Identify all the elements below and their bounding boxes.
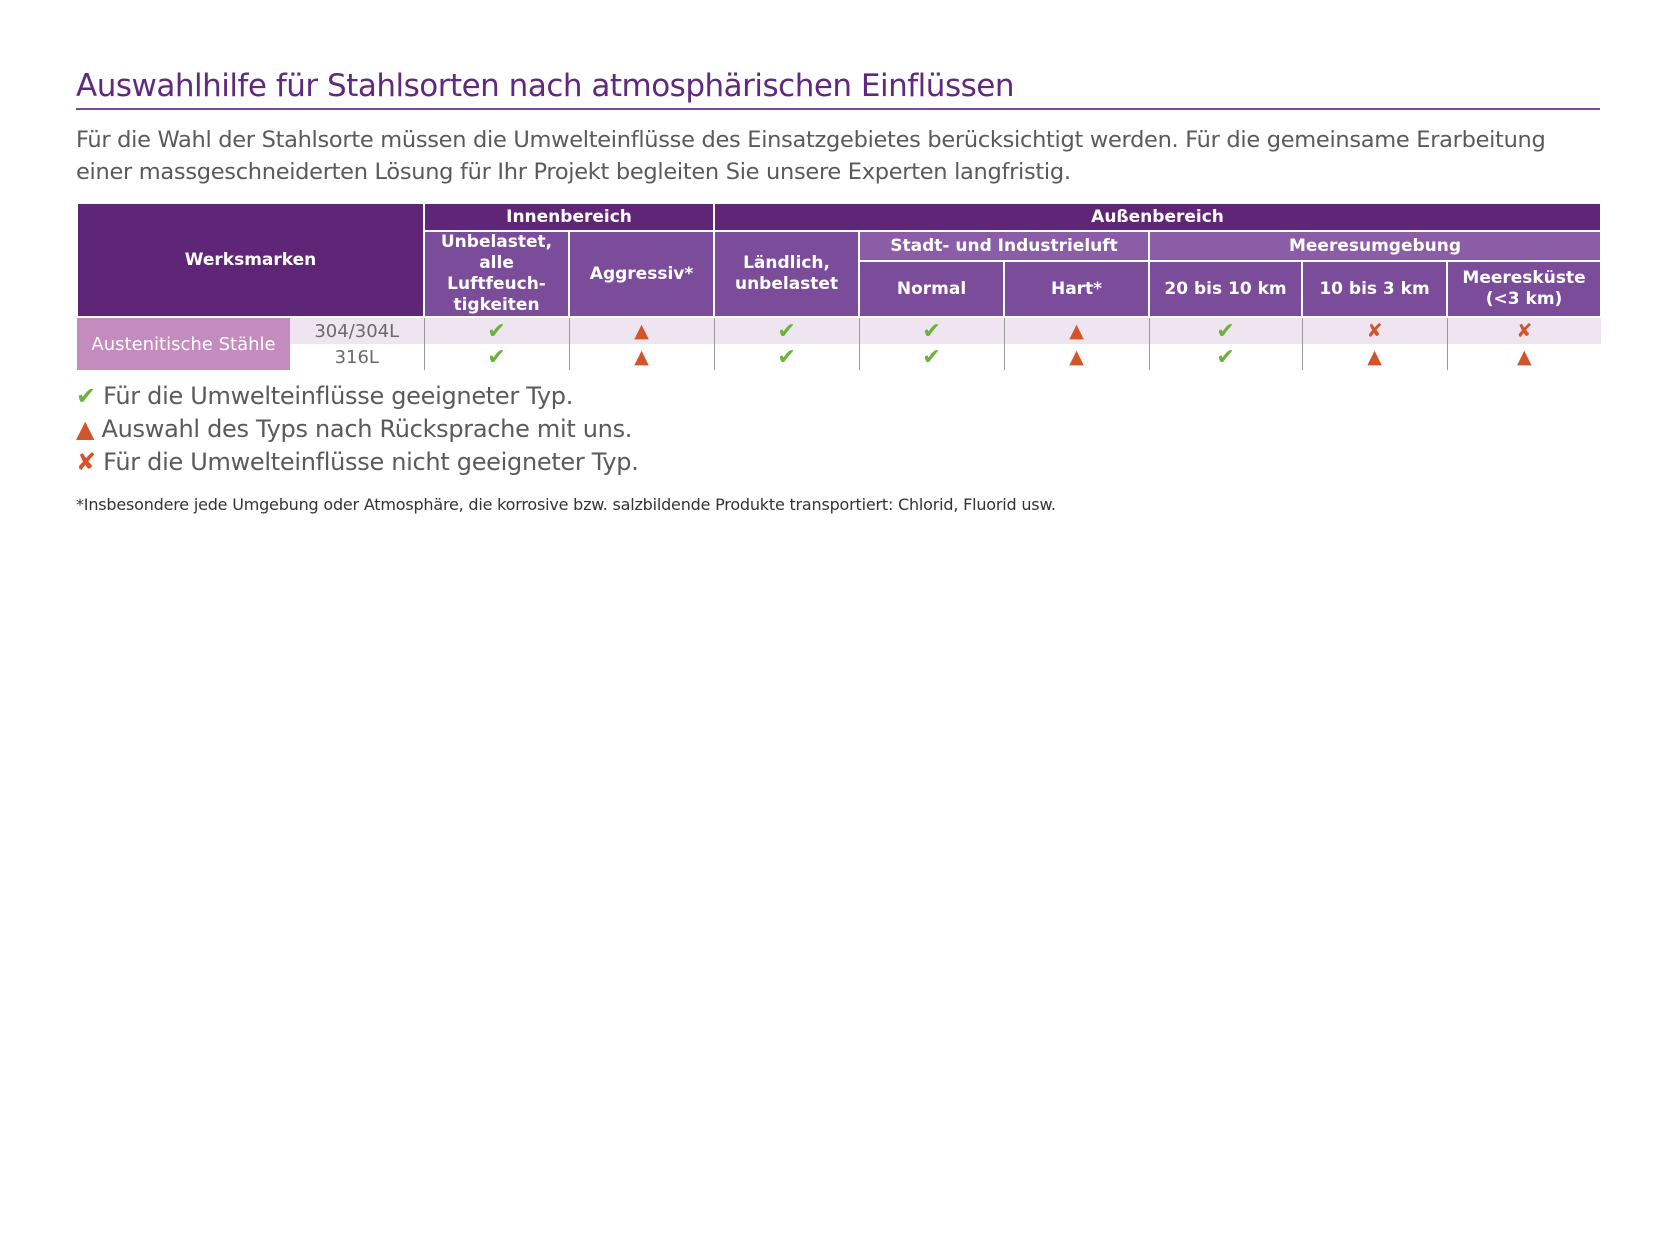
rating-cell: ▲ — [568, 344, 715, 370]
page-title: Auswahlhilfe für Stahlsorten nach atmosp… — [76, 66, 1600, 110]
header-stadt-industrieluft: Stadt- und Industrieluft — [858, 229, 1151, 263]
steel-selection-table: Werksmarken Innenbereich Außenbereich Un… — [75, 202, 1603, 370]
rating-cell: ✘ — [1301, 317, 1448, 344]
rating-cell: ▲ — [568, 317, 715, 344]
rating-cell: ✔ — [1148, 344, 1303, 370]
triangle-icon: ▲ — [1069, 320, 1084, 342]
header-meeresumgebung: Meeresumgebung — [1148, 229, 1603, 263]
rating-cell: ✔ — [423, 344, 570, 370]
legend-label: Auswahl des Typs nach Rücksprache mit un… — [101, 415, 633, 443]
rating-cell: ✘ — [1446, 317, 1602, 344]
legend-item-suitable: ✔ Für die Umwelteinflüsse geeigneter Typ… — [76, 380, 1600, 413]
rating-cell: ✔ — [713, 317, 860, 344]
legend: ✔ Für die Umwelteinflüsse geeigneter Typ… — [76, 380, 1600, 479]
check-icon: ✔ — [1216, 344, 1235, 370]
legend-item-unsuitable: ✘ Für die Umwelteinflüsse nicht geeignet… — [76, 446, 1600, 479]
legend-label: Für die Umwelteinflüsse nicht geeigneter… — [103, 448, 639, 476]
triangle-icon: ▲ — [76, 415, 95, 443]
check-icon: ✔ — [922, 344, 941, 370]
check-icon: ✔ — [487, 318, 506, 344]
triangle-icon: ▲ — [1367, 346, 1382, 368]
rating-cell: ▲ — [1003, 344, 1150, 370]
check-icon: ✔ — [777, 344, 796, 370]
rating-cell: ✔ — [858, 317, 1005, 344]
document-page: Auswahlhilfe für Stahlsorten nach atmosp… — [75, 66, 1603, 514]
check-icon: ✔ — [777, 318, 796, 344]
check-icon: ✔ — [487, 344, 506, 370]
legend-label: Für die Umwelteinflüsse geeigneter Typ. — [103, 382, 574, 410]
header-hart: Hart* — [1003, 260, 1151, 318]
header-20-bis-10-km: 20 bis 10 km — [1148, 260, 1304, 318]
triangle-icon: ▲ — [1069, 346, 1084, 368]
triangle-icon: ▲ — [634, 320, 649, 342]
header-innenbereich: Innenbereich — [423, 202, 716, 232]
header-laendlich: Ländlich, unbelastet — [713, 230, 861, 318]
rating-cell: ✔ — [713, 344, 860, 370]
footnote: *Insbesondere jede Umgebung oder Atmosph… — [76, 495, 1056, 514]
rating-cell: ✔ — [858, 344, 1005, 370]
check-icon: ✔ — [922, 318, 941, 344]
header-meereskueste: Meeresküste (<3 km) — [1446, 260, 1603, 318]
header-normal: Normal — [858, 260, 1006, 318]
intro-text: Für die Wahl der Stahlsorte müssen die U… — [76, 127, 1546, 185]
steel-grade: 316L — [290, 344, 425, 370]
triangle-icon: ▲ — [634, 346, 649, 368]
rating-cell: ▲ — [1301, 344, 1448, 370]
table-row: 316L ✔ ▲ ✔ ✔ ▲ ✔ ▲ ▲ — [77, 344, 1602, 370]
check-icon: ✔ — [76, 382, 96, 410]
steel-group-label: Austenitische Stähle — [77, 317, 290, 370]
check-icon: ✔ — [1216, 318, 1235, 344]
table-row: Austenitische Stähle 304/304L ✔ ▲ ✔ ✔ ▲ … — [77, 317, 1602, 370]
header-aggressiv: Aggressiv* — [568, 230, 716, 318]
rating-cell: ✔ — [1148, 317, 1303, 344]
rating-cell: ✔ — [423, 317, 570, 344]
legend-item-consult: ▲ Auswahl des Typs nach Rücksprache mit … — [76, 413, 1600, 446]
header-werksmarken: Werksmarken — [75, 202, 426, 318]
triangle-icon: ▲ — [1516, 346, 1532, 368]
cross-icon: ✘ — [76, 448, 96, 476]
steel-grade: 304/304L — [290, 317, 425, 344]
header-unbelastet: Unbelastet, alle Luftfeuch-tigkeiten — [423, 230, 571, 318]
rating-cell: ▲ — [1003, 317, 1150, 344]
cross-icon: ✘ — [1516, 320, 1533, 342]
rating-cell: ▲ — [1446, 344, 1602, 370]
cross-icon: ✘ — [1366, 320, 1383, 342]
header-aussenbereich: Außenbereich — [713, 202, 1603, 232]
header-10-bis-3-km: 10 bis 3 km — [1301, 260, 1449, 318]
